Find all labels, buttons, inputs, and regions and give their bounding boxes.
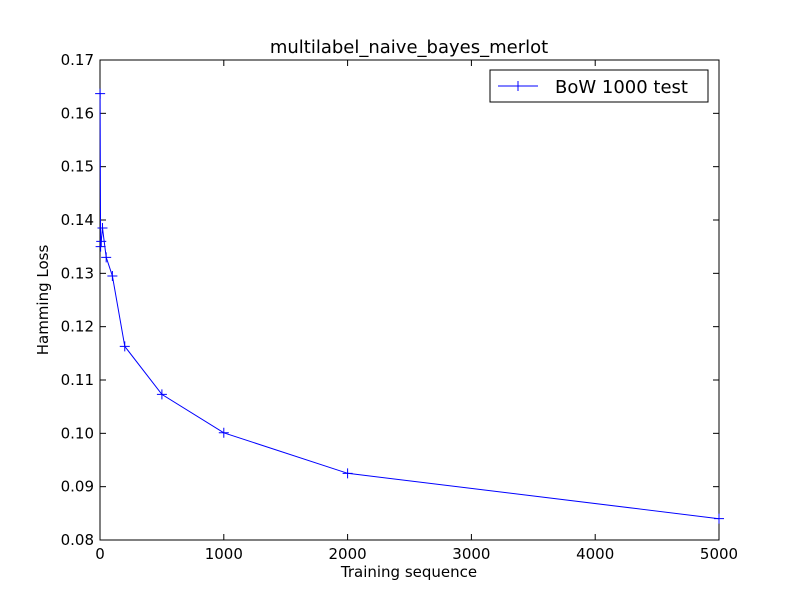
y-tick-label: 0.17 [61,51,94,69]
data-point-marker [156,389,167,400]
chart-title: multilabel_naive_bayes_merlot [270,37,548,58]
x-axis-label: Training sequence [340,563,477,581]
x-tick-label: 2000 [329,545,367,563]
legend-label: BoW 1000 test [555,77,688,98]
y-tick-label: 0.12 [61,318,94,336]
plot-area: 0 1000 2000 3000 4000 5000 0.08 0.09 0.10 0.11 0.1… [61,51,739,563]
legend-marker-swatch [513,81,523,91]
data-point-marker [96,236,107,247]
y-axis-label: Hamming Loss [34,245,52,356]
x-tick-label: 1000 [205,545,243,563]
data-point-marker [218,427,229,438]
y-tick-label: 0.10 [61,424,94,442]
data-point-marker [119,341,130,352]
x-tick-label: 0 [95,545,105,563]
data-point-marker [342,468,353,479]
y-tick-label: 0.08 [61,531,94,549]
x-tick-label: 4000 [576,545,614,563]
y-tick-label: 0.09 [61,478,94,496]
axes-frame [99,59,720,541]
data-point-marker [95,241,106,252]
data-point-marker [95,88,106,99]
y-tick-label: 0.13 [61,264,94,282]
data-point-marker [714,513,724,524]
data-point-marker [101,252,112,263]
y-tick-label: 0.14 [61,211,94,229]
y-tick-label: 0.16 [61,104,94,122]
x-tick-label: 3000 [452,545,490,563]
x-tick-label: 5000 [700,545,738,563]
data-point-marker [107,271,118,281]
y-tick-label: 0.15 [61,158,94,176]
legend: BoW 1000 test [489,69,709,103]
data-point-marker [97,223,108,233]
y-tick-label: 0.11 [61,371,94,389]
